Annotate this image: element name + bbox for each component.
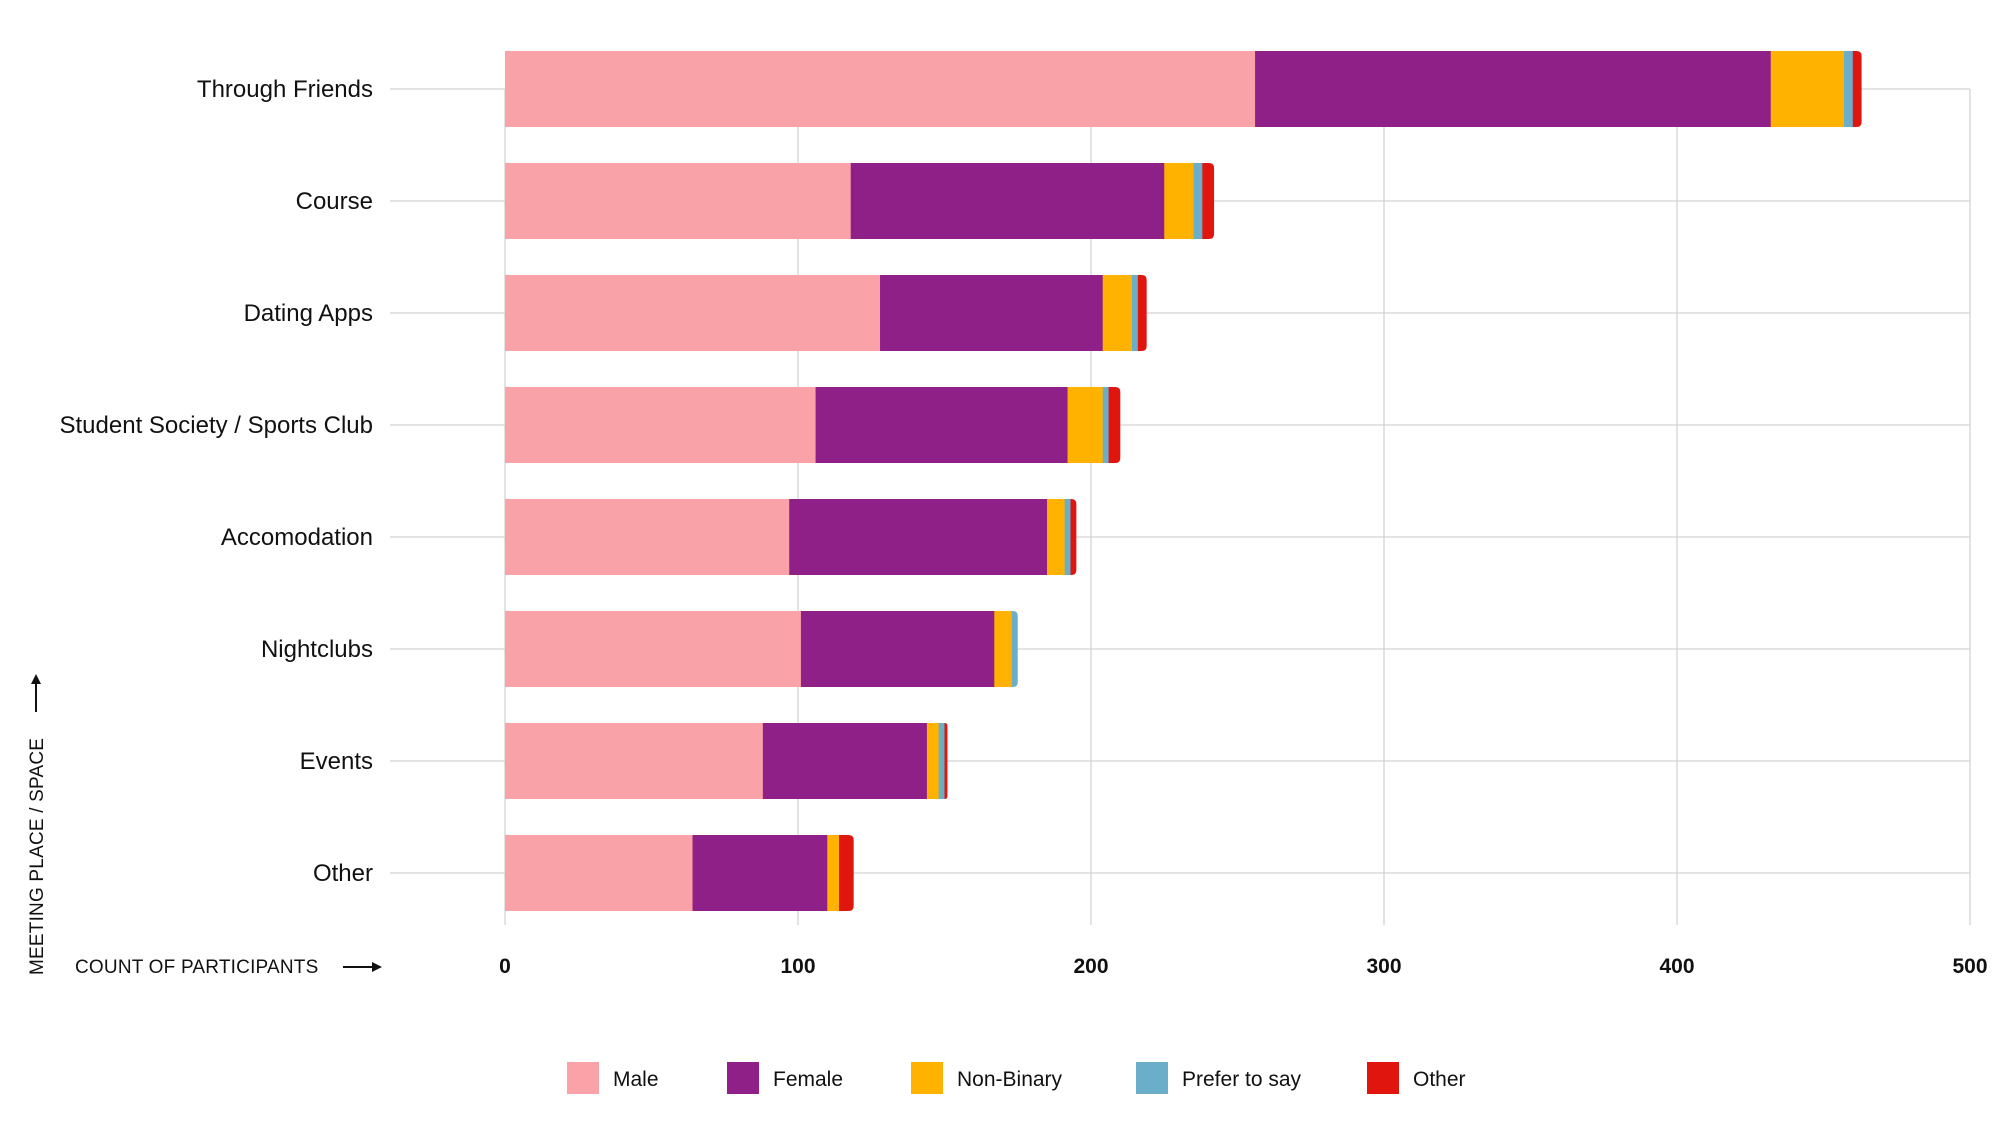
category-label-student-society-sports-club: Student Society / Sports Club [60,412,374,439]
bar-student-society-sports-club-other [1108,387,1121,463]
bar-course-other [1202,163,1215,239]
bar-events-female [762,723,928,799]
bar-through-friends-male [505,51,1256,127]
legend-item-male: Male [567,1062,659,1094]
bar-dating-apps-non-binary [1102,275,1133,351]
bar-accomodation-prefer-to-say [1064,499,1071,575]
x-tick-label-0: 0 [499,955,511,978]
bar-events-prefer-to-say [938,723,945,799]
bar-dating-apps-prefer-to-say [1132,275,1139,351]
legend-swatch-prefer-to-say [1136,1062,1168,1094]
x-tick-labels: 0 100 200 300 400 500 [499,955,1987,978]
category-label-accomodation: Accomodation [221,524,373,551]
bar-dating-apps-male [505,275,881,351]
legend-label-prefer-to-say: Prefer to say [1182,1068,1302,1091]
bar-course-prefer-to-say [1193,163,1203,239]
legend-swatch-female [727,1062,759,1094]
y-axis-arrow-icon [31,674,41,712]
legend-swatch-non-binary [911,1062,943,1094]
category-label-events: Events [300,748,373,775]
x-axis-title: COUNT OF PARTICIPANTS [75,957,318,978]
bars [505,51,1862,911]
bar-events-other [944,723,948,799]
legend-item-prefer-to-say: Prefer to say [1136,1062,1302,1094]
bar-other-non-binary [827,835,840,911]
x-axis-arrow-icon [343,962,382,972]
x-tick-label-200: 200 [1073,955,1108,978]
bar-dating-apps-other [1137,275,1147,351]
bar-student-society-sports-club-female [815,387,1068,463]
category-label-nightclubs: Nightclubs [261,636,373,663]
x-tick-label-400: 400 [1659,955,1694,978]
bar-accomodation-female [789,499,1048,575]
bar-through-friends-female [1255,51,1772,127]
legend-item-female: Female [727,1062,843,1094]
axis-titles: COUNT OF PARTICIPANTS MEETING PLACE / SP… [27,674,382,978]
category-label-other: Other [313,860,373,887]
bar-nightclubs-female [800,611,995,687]
bar-accomodation-other [1070,499,1077,575]
bar-through-friends-non-binary [1770,51,1845,127]
bar-other-male [505,835,693,911]
legend-swatch-other [1367,1062,1399,1094]
bar-events-male [505,723,764,799]
bar-course-male [505,163,852,239]
category-label-dating-apps: Dating Apps [244,300,373,327]
bar-accomodation-male [505,499,790,575]
legend-swatch-male [567,1062,599,1094]
legend-item-non-binary: Non-Binary [911,1062,1063,1094]
bar-student-society-sports-club-non-binary [1067,387,1104,463]
bar-through-friends-prefer-to-say [1844,51,1854,127]
x-tick-label-500: 500 [1952,955,1987,978]
bar-student-society-sports-club-male [505,387,816,463]
bar-course-non-binary [1164,163,1194,239]
bar-accomodation-non-binary [1047,499,1066,575]
bar-nightclubs-non-binary [994,611,1013,687]
bar-nightclubs-male [505,611,802,687]
x-tick-label-100: 100 [780,955,815,978]
category-label-course: Course [296,188,373,215]
legend: Male Female Non-Binary Prefer to say Other [567,1062,1466,1094]
bar-other-other [839,835,854,911]
bar-nightclubs-prefer-to-say [1011,611,1018,687]
legend-label-other: Other [1413,1068,1466,1091]
bar-course-female [850,163,1165,239]
category-label-through-friends: Through Friends [197,76,373,103]
bar-through-friends-other [1852,51,1862,127]
bar-events-non-binary [926,723,940,799]
x-tick-label-300: 300 [1366,955,1401,978]
legend-label-male: Male [613,1068,659,1091]
bar-other-female [692,835,828,911]
bar-student-society-sports-club-prefer-to-say [1102,387,1109,463]
legend-label-female: Female [773,1068,843,1091]
bar-dating-apps-female [880,275,1104,351]
category-labels: Through Friends Course Dating Apps Student … [60,76,374,887]
y-axis-title: MEETING PLACE / SPACE [27,738,48,975]
legend-label-non-binary: Non-Binary [957,1068,1063,1091]
legend-item-other: Other [1367,1062,1466,1094]
